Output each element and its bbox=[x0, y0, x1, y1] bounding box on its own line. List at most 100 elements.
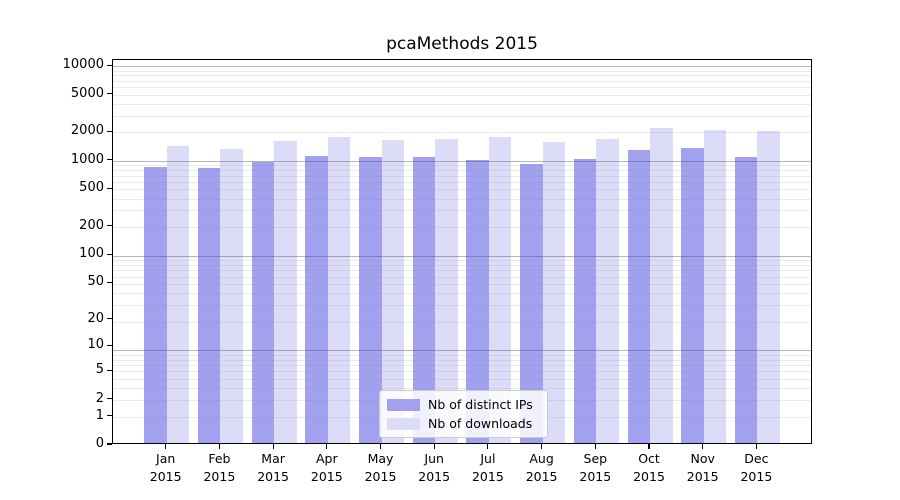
y-tick-label: 100 bbox=[79, 246, 104, 262]
bar-distinct-ips bbox=[466, 160, 489, 443]
bar-distinct-ips bbox=[412, 156, 436, 443]
y-tick-label: 10 bbox=[87, 337, 104, 353]
y-tick-mark bbox=[106, 414, 112, 417]
x-tick-mark bbox=[379, 444, 382, 449]
y-tick-mark bbox=[106, 64, 112, 66]
y-tick-mark bbox=[106, 130, 112, 132]
x-tick-label: Oct 2015 bbox=[633, 451, 665, 484]
x-tick-mark bbox=[541, 444, 543, 449]
grid-line-minor bbox=[113, 189, 811, 191]
x-tick-label: Jan 2015 bbox=[149, 451, 182, 484]
grid-line-minor bbox=[113, 175, 811, 177]
bar-downloads bbox=[596, 138, 619, 443]
y-tick-label: 1 bbox=[95, 407, 104, 423]
x-tick-mark bbox=[272, 444, 274, 449]
plot-area: Nb of distinct IPs Nb of downloads bbox=[112, 59, 812, 444]
y-tick-label: 10000 bbox=[62, 57, 104, 73]
x-tick-label: Dec 2015 bbox=[740, 451, 773, 484]
grid-line-minor bbox=[113, 359, 811, 361]
legend-item-distinct-ips: Nb of distinct IPs bbox=[387, 397, 540, 412]
grid-line-minor bbox=[113, 388, 811, 389]
x-tick-mark bbox=[648, 444, 650, 449]
grid-line-minor bbox=[113, 365, 811, 366]
grid-line-minor bbox=[113, 321, 811, 323]
bar-downloads bbox=[381, 139, 404, 443]
y-tick-mark bbox=[106, 369, 112, 371]
grid-line-minor bbox=[113, 354, 811, 356]
bar-downloads bbox=[274, 140, 297, 443]
bar-downloads bbox=[220, 149, 243, 443]
y-tick-mark bbox=[106, 344, 112, 346]
bar-downloads bbox=[166, 145, 190, 443]
x-tick-mark bbox=[218, 444, 220, 449]
grid-line-minor bbox=[113, 371, 811, 373]
x-tick-mark bbox=[433, 444, 435, 449]
legend-swatch-downloads-icon bbox=[387, 417, 420, 430]
x-tick-label: Apr 2015 bbox=[310, 451, 343, 484]
bar-distinct-ips bbox=[734, 156, 758, 443]
x-tick-label: Aug 2015 bbox=[525, 451, 558, 484]
y-tick-mark bbox=[106, 187, 112, 189]
grid-line-major bbox=[113, 350, 811, 352]
bar-downloads bbox=[757, 131, 780, 443]
x-tick-label: Nov 2015 bbox=[686, 451, 719, 484]
bar-downloads bbox=[327, 136, 351, 443]
y-tick-label: 1000 bbox=[70, 151, 104, 167]
grid-line-minor bbox=[113, 165, 811, 167]
grid-line-minor bbox=[113, 87, 811, 89]
bar-distinct-ips bbox=[359, 156, 382, 443]
grid-line-minor bbox=[113, 198, 811, 200]
grid-line-major bbox=[113, 160, 811, 162]
x-tick-mark bbox=[326, 444, 328, 449]
y-tick-mark bbox=[106, 93, 112, 95]
grid-line-minor bbox=[113, 264, 811, 266]
y-tick-mark bbox=[106, 159, 112, 161]
y-tick-label: 2 bbox=[95, 390, 104, 406]
x-tick-label: Feb 2015 bbox=[203, 451, 236, 484]
y-tick-mark bbox=[106, 443, 112, 445]
legend-label-downloads: Nb of downloads bbox=[428, 415, 533, 431]
bar-distinct-ips bbox=[251, 161, 275, 443]
grid-line-minor bbox=[113, 132, 811, 134]
x-tick-label: Jun 2015 bbox=[418, 451, 451, 484]
grid-line-minor bbox=[113, 276, 811, 278]
grid-line-minor bbox=[113, 103, 811, 105]
y-tick-label: 0 bbox=[95, 436, 104, 451]
legend-item-downloads: Nb of downloads bbox=[387, 415, 540, 431]
bar-distinct-ips bbox=[573, 159, 597, 443]
x-tick-mark bbox=[487, 444, 489, 449]
y-tick-label: 500 bbox=[79, 180, 104, 196]
grid-line-minor bbox=[113, 259, 811, 261]
bar-downloads bbox=[703, 129, 727, 443]
x-tick-label: Sep 2015 bbox=[579, 451, 612, 484]
grid-line-minor bbox=[113, 70, 811, 72]
y-tick-label: 200 bbox=[79, 217, 104, 233]
grid-line-minor bbox=[113, 80, 811, 82]
grid-line-minor bbox=[113, 75, 811, 77]
grid-line-minor bbox=[113, 170, 811, 172]
y-tick-mark bbox=[106, 318, 112, 320]
grid-line-minor bbox=[113, 94, 811, 96]
grid-line-minor bbox=[113, 270, 811, 272]
grid-line-minor bbox=[113, 284, 811, 286]
y-tick-mark bbox=[106, 253, 112, 255]
grid-line-minor bbox=[113, 181, 811, 183]
x-tick-label: Mar 2015 bbox=[257, 451, 289, 484]
x-tick-mark bbox=[165, 444, 167, 449]
bar-distinct-ips bbox=[197, 167, 221, 443]
x-tick-mark bbox=[702, 444, 704, 449]
y-tick-label: 5000 bbox=[70, 85, 104, 101]
y-tick-label: 50 bbox=[87, 274, 104, 290]
bar-downloads bbox=[542, 141, 566, 443]
grid-line-minor bbox=[113, 305, 811, 307]
y-tick-label: 20 bbox=[87, 310, 104, 326]
grid-line-minor bbox=[113, 227, 811, 229]
y-tick-label: 2000 bbox=[70, 123, 104, 139]
y-tick-mark bbox=[106, 398, 112, 400]
bar-downloads bbox=[488, 137, 512, 443]
bar-distinct-ips bbox=[144, 166, 167, 443]
grid-line-minor bbox=[113, 210, 811, 212]
grid-layer bbox=[113, 60, 811, 443]
grid-line-minor bbox=[113, 115, 811, 117]
bar-distinct-ips bbox=[520, 163, 543, 443]
